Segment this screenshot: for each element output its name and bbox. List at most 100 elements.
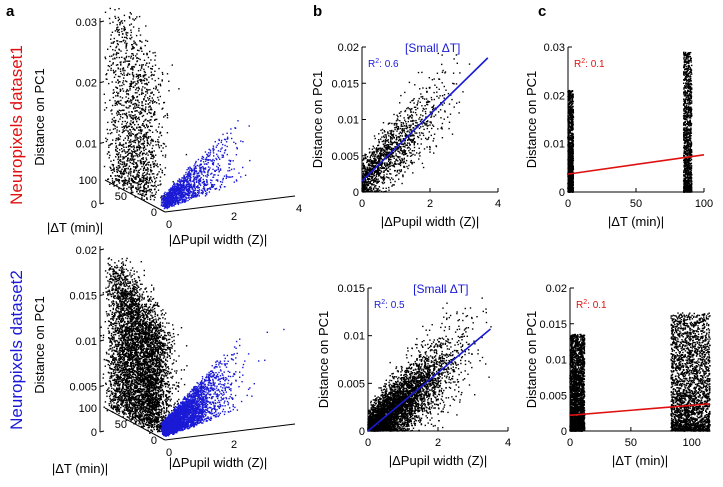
data-point [180,202,182,204]
x-tick-label: 2 [427,198,433,210]
data-point [123,146,125,148]
data-point [369,190,372,193]
data-point [369,188,371,190]
data-point [146,163,148,165]
data-point [183,189,185,192]
data-point [139,129,141,132]
data-point [126,49,128,52]
data-point [180,185,182,188]
data-point [436,86,438,89]
data-point [138,111,140,114]
data-point [225,177,227,179]
data-point [419,88,421,90]
data-point [118,188,120,190]
data-point [212,176,214,178]
data-point [109,183,111,185]
data-point [368,174,371,176]
data-point [151,78,153,80]
data-point [413,130,416,133]
data-point [201,157,203,160]
data-point [148,106,150,108]
data-point [140,150,142,153]
data-point [191,195,193,197]
data-point [145,193,148,196]
data-point [145,174,147,176]
data-point [165,199,167,201]
data-point [115,53,117,55]
data-point [140,186,142,189]
data-point [110,175,112,177]
data-point [219,185,221,187]
data-point [368,175,371,178]
data-point [380,157,382,160]
data-point [126,34,128,37]
data-point [242,166,244,169]
data-point [124,59,126,61]
data-point [156,118,158,121]
data-point [394,170,396,172]
data-point [197,179,200,182]
data-point [416,132,418,134]
data-point [179,195,181,197]
data-point [213,159,215,162]
data-point [131,154,133,156]
data-point [174,192,176,195]
data-point [178,88,180,90]
data-point [128,60,131,62]
data-point [443,94,446,96]
data-point [125,155,127,158]
data-point [151,151,153,154]
data-point [201,193,204,195]
data-point [140,137,142,139]
data-point [127,157,129,159]
data-point [136,175,138,177]
data-point [403,145,405,148]
data-point [381,140,383,143]
data-point [216,144,218,147]
data-point [429,145,431,148]
data-point [431,99,433,101]
data-point [135,182,137,184]
data-point [173,182,175,184]
data-point [151,92,153,94]
data-point [381,171,383,173]
data-point [202,191,204,193]
data-point [126,154,129,156]
data-point [125,142,127,145]
data-point [140,160,142,163]
data-point [386,144,388,146]
data-point [423,122,425,124]
data-point [143,171,146,174]
data-point [185,186,188,189]
data-point [129,161,131,164]
data-point [384,142,386,144]
data-point [136,120,138,123]
data-point [147,136,150,138]
data-point [131,66,133,68]
data-point [117,175,120,178]
data-point [166,117,169,119]
data-point [118,152,120,154]
data-point [136,165,139,167]
data-point [181,194,184,196]
data-point [190,181,192,183]
data-point [425,98,428,100]
data-point [387,139,389,141]
data-point [164,207,166,209]
data-point [151,125,153,128]
data-point [119,138,121,140]
data-point [104,11,107,13]
data-point [378,159,380,161]
data-point [569,115,572,117]
data-point [382,180,385,182]
data-point [136,49,139,51]
data-point [120,110,122,112]
data-point [115,150,117,152]
data-point [197,158,200,161]
data-point [136,103,138,106]
data-point [567,155,570,157]
data-point [402,150,404,152]
data-point [370,189,372,191]
data-point [201,173,203,175]
data-point [420,126,422,128]
